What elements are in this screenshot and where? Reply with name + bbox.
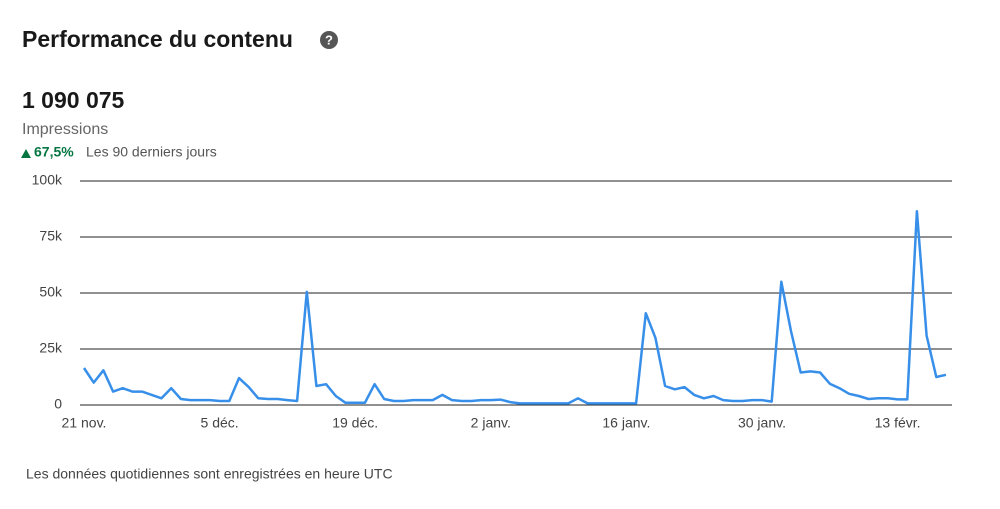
metric: 1 090 075	[22, 87, 125, 113]
x-tick-label: 5 déc.	[201, 415, 239, 431]
chart-title: Performance du contenu	[22, 26, 293, 52]
x-tick-label: 19 déc.	[332, 415, 378, 431]
y-tick-label: 50k	[39, 284, 63, 300]
footnote: Les données quotidiennes sont enregistré…	[26, 466, 393, 482]
up-arrow	[21, 149, 31, 158]
metric-label: Impressions	[22, 121, 108, 138]
y-tick-label: 0	[54, 396, 62, 412]
svg-text:?: ?	[325, 32, 333, 47]
x-tick-label: 13 févr.	[875, 415, 921, 431]
x-tick-label: 21 nov.	[62, 415, 107, 431]
y-tick-label: 25k	[39, 340, 63, 356]
x-tick-label: 16 janv.	[602, 415, 650, 431]
y-tick-label: 75k	[39, 228, 63, 244]
x-tick-label: 30 janv.	[738, 415, 786, 431]
line	[82, 209, 947, 405]
x-tick-label: 2 janv.	[471, 415, 511, 431]
help-icon[interactable]: ?	[320, 31, 338, 49]
y-tick-label: 100k	[32, 172, 63, 188]
period: Les 90 derniers jours	[86, 144, 217, 160]
change: 67,5%	[34, 144, 74, 160]
